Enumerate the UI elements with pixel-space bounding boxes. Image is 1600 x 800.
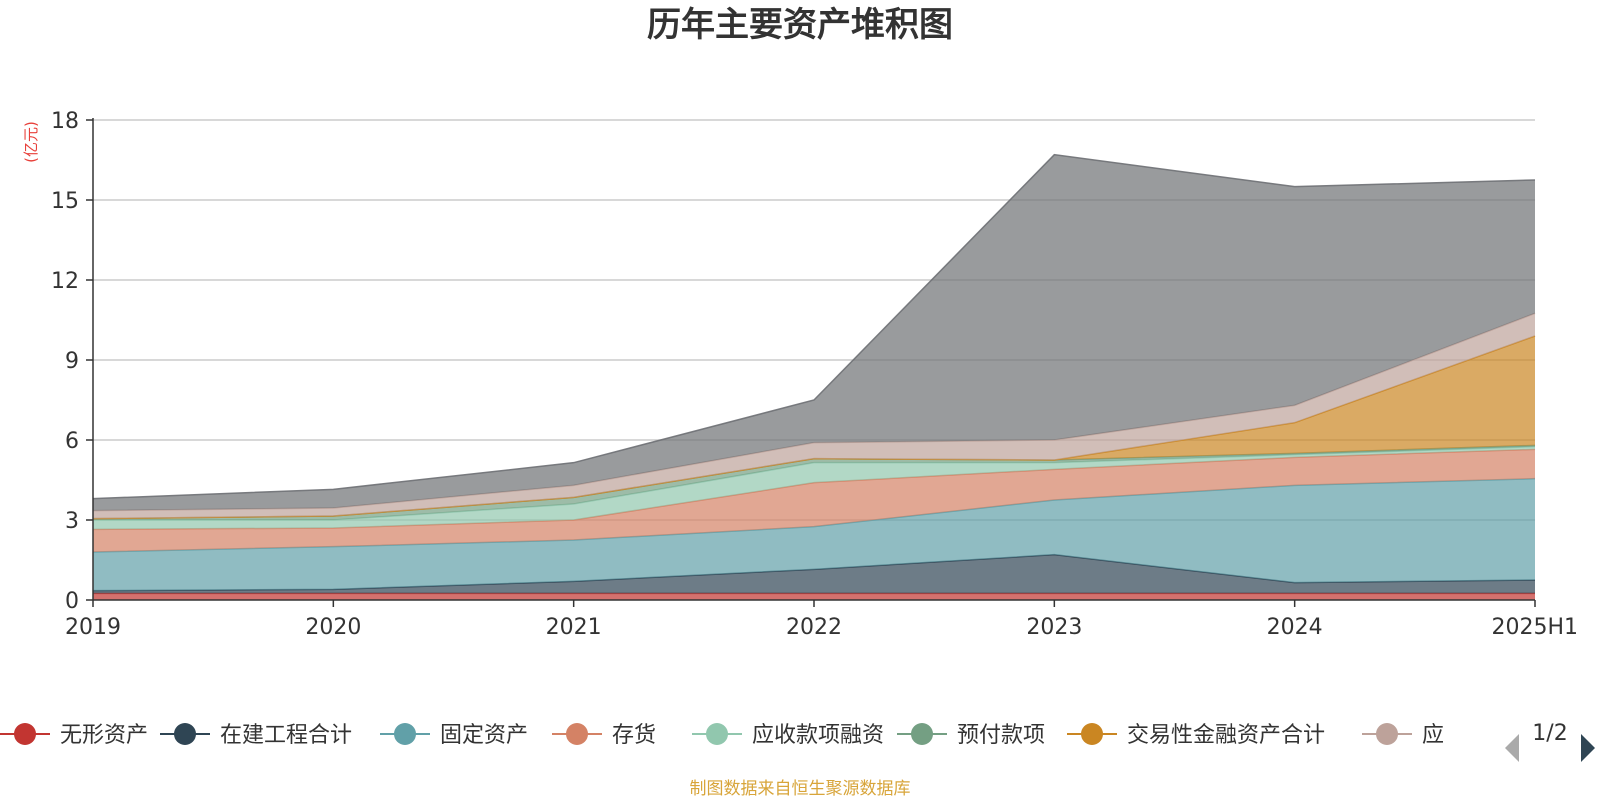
legend-item[interactable]: 预付款项 [897, 723, 1045, 748]
legend-item[interactable]: 在建工程合计 [160, 723, 352, 748]
x-tick-label: 2024 [1267, 615, 1323, 640]
area-应收账款 [93, 313, 1535, 519]
legend-label: 应 [1422, 723, 1444, 748]
legend-item[interactable]: 应 [1362, 723, 1444, 748]
y-tick-label: 12 [51, 269, 79, 294]
legend-marker [174, 723, 196, 745]
x-tick-label: 2019 [65, 615, 121, 640]
legend-item[interactable]: 存货 [552, 723, 656, 748]
legend-items: 无形资产 在建工程合计 固定资产 存货 应收款项融资 预付款项 交易性金融资产合计 应 [0, 723, 1444, 748]
x-tick-label: 2020 [305, 615, 361, 640]
x-tick-label: 2023 [1026, 615, 1082, 640]
legend-marker [706, 723, 728, 745]
legend-marker [566, 723, 588, 745]
x-tick-label: 2022 [786, 615, 842, 640]
y-axis-unit: (亿元) [22, 121, 40, 163]
area-无形资产 [93, 593, 1535, 600]
area-series [92, 153, 1536, 600]
legend: 无形资产 在建工程合计 固定资产 存货 应收款项融资 预付款项 交易性金融资产合计 应 [0, 723, 1444, 748]
y-tick-label: 15 [51, 189, 79, 214]
legend-label: 预付款项 [957, 723, 1045, 748]
legend-prev-icon[interactable] [1505, 734, 1519, 762]
legend-item[interactable]: 交易性金融资产合计 [1067, 723, 1325, 748]
legend-pager: 1/2 [1505, 721, 1595, 762]
legend-item[interactable]: 固定资产 [380, 723, 528, 748]
legend-label: 应收款项融资 [752, 723, 884, 748]
legend-label: 固定资产 [440, 723, 528, 748]
y-tick-label: 3 [65, 509, 79, 534]
y-axis-ticks: 0 3 6 9 12 15 18 [51, 109, 93, 614]
area-在建工程合计 [93, 554, 1535, 594]
legend-page-indicator: 1/2 [1532, 721, 1567, 746]
legend-item[interactable]: 应收款项融资 [692, 723, 884, 748]
chart-title: 历年主要资产堆积图 [647, 5, 953, 45]
area-固定资产 [93, 478, 1535, 591]
legend-label: 交易性金融资产合计 [1127, 723, 1325, 748]
area-存货 [93, 449, 1535, 552]
y-tick-label: 0 [65, 589, 79, 614]
legend-marker [394, 723, 416, 745]
x-axis-ticks: 2019 2020 2021 2022 2023 2024 2025H1 [65, 600, 1578, 640]
series-line-货币资金 [92, 153, 1536, 500]
legend-next-icon[interactable] [1581, 734, 1595, 762]
y-tick-label: 18 [51, 109, 79, 134]
legend-marker [1376, 723, 1398, 745]
legend-label: 在建工程合计 [220, 723, 352, 748]
data-source-note: 制图数据来自恒生聚源数据库 [690, 779, 911, 799]
legend-marker [1081, 723, 1103, 745]
x-tick-label: 2021 [546, 615, 602, 640]
legend-marker [911, 723, 933, 745]
x-tick-label: 2025H1 [1491, 615, 1578, 640]
legend-marker [14, 723, 36, 745]
area-预付款项 [93, 445, 1535, 520]
y-tick-label: 9 [65, 349, 79, 374]
y-tick-label: 6 [65, 429, 79, 454]
legend-label: 存货 [612, 723, 656, 748]
area-货币资金 [93, 154, 1535, 511]
legend-item[interactable]: 无形资产 [0, 723, 148, 748]
legend-label: 无形资产 [60, 723, 148, 748]
